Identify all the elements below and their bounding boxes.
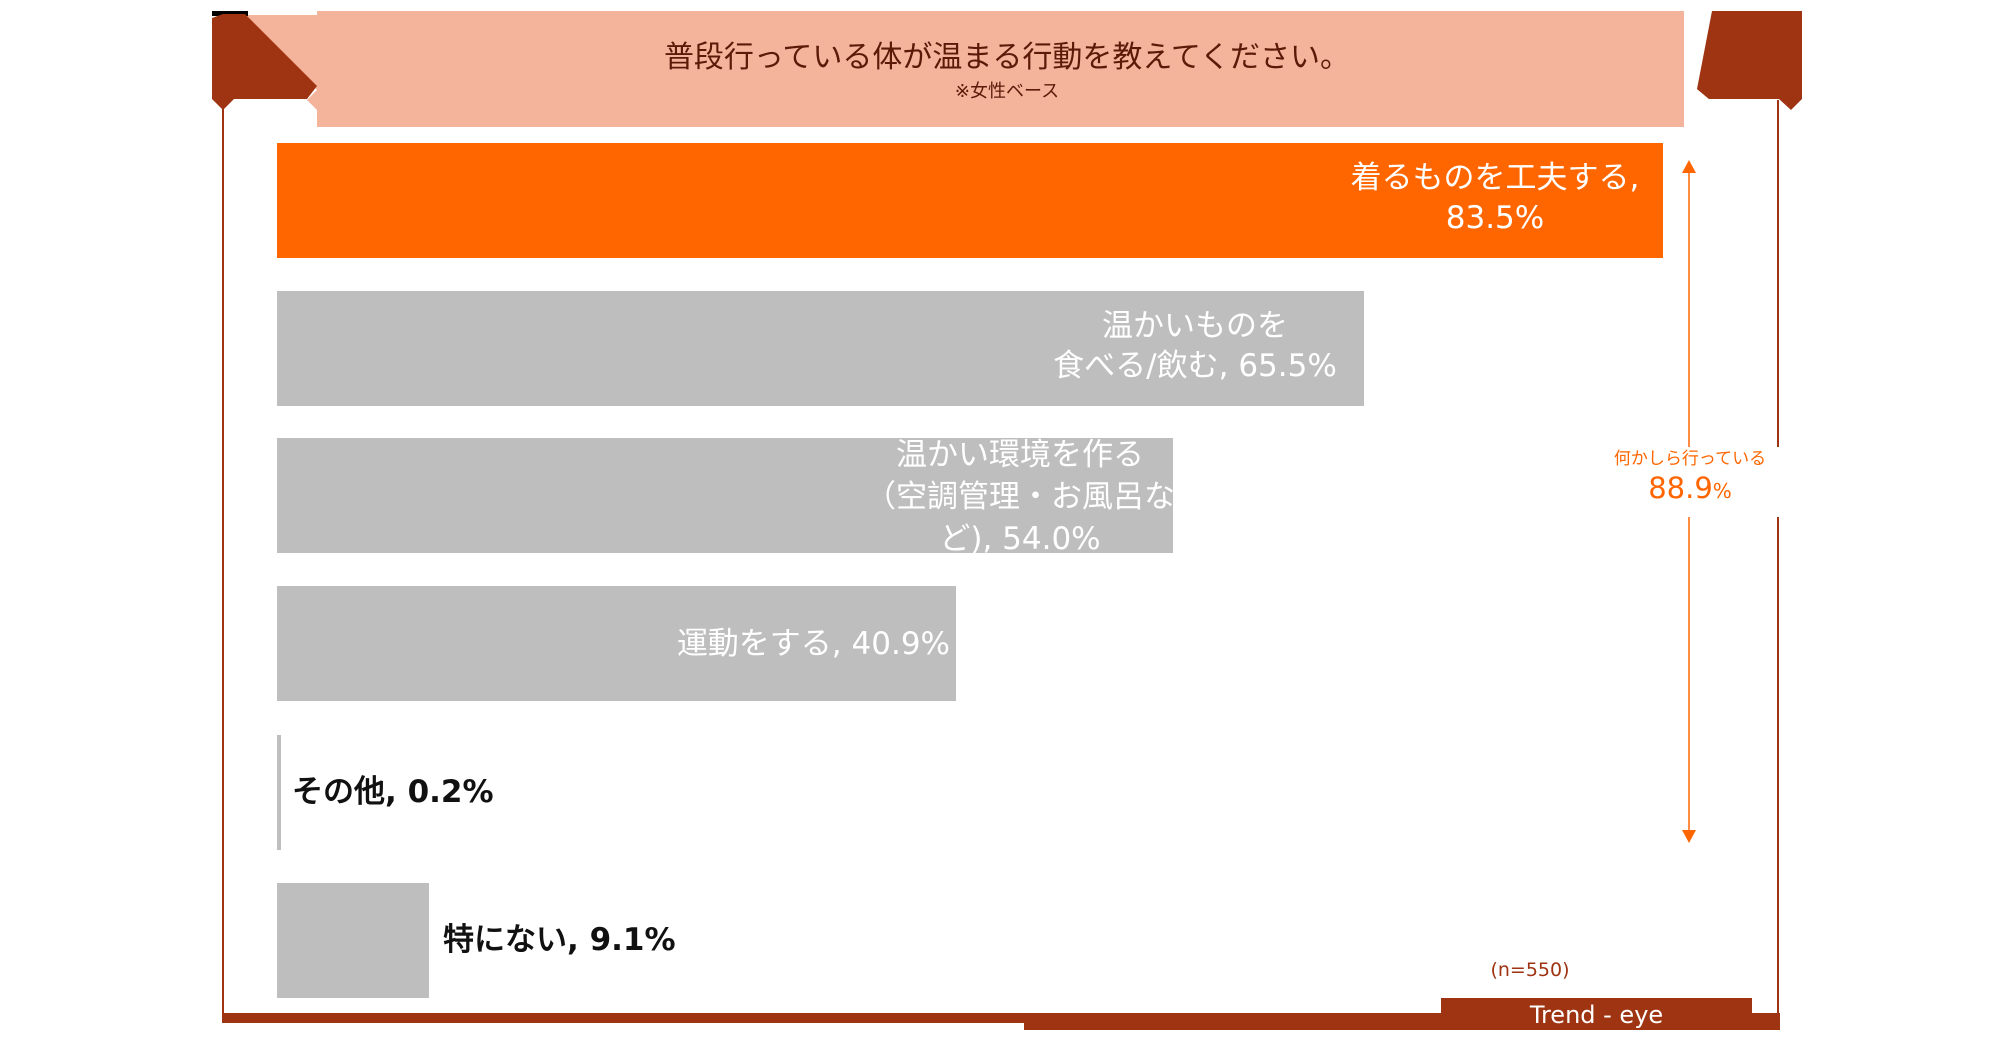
bar-label-line: 温かいものを	[1102, 308, 1288, 344]
sample-size: (n=550)	[1490, 959, 1570, 981]
bar-label-other: その他, 0.2%	[292, 774, 494, 810]
bar-label-warm-environment: 温かい環境を作る （空調管理・お風呂な ど), 54.0%	[860, 434, 1180, 560]
annotation-unit: %	[1712, 479, 1732, 503]
bar-warm-food	[277, 291, 1364, 406]
frame-right-border	[1777, 100, 1779, 1015]
brand-tab: Trend - eye	[1441, 998, 1752, 1030]
bar-other	[277, 735, 281, 850]
chart-title: 普段行っている体が温まる行動を教えてください。	[663, 40, 1351, 75]
annotation-any-action: 何かしら行っている 88.9%	[1600, 447, 1780, 517]
annotation-label: 何かしら行っている	[1613, 449, 1767, 469]
bar-label-warm-food: 温かいものを 食べる/飲む, 65.5%	[1030, 306, 1360, 386]
bar-label-line: 食べる/飲む, 65.5%	[1053, 348, 1337, 384]
title-band-shape	[212, 11, 1802, 127]
arrow-up-icon	[1682, 160, 1696, 173]
frame-left-border	[222, 100, 224, 1015]
frame-bottom-band	[222, 1013, 1024, 1023]
bar-label-line: 着るものを工夫する,	[1350, 160, 1640, 196]
bar-label-line: 83.5%	[1445, 200, 1545, 236]
arrow-down-icon	[1682, 830, 1696, 843]
bar-clothing	[277, 143, 1663, 258]
bar-warm-environment	[277, 438, 1173, 553]
bar-label-exercise: 運動をする, 40.9%	[676, 626, 950, 662]
title-band	[212, 11, 1802, 127]
bar-label-line: ど), 54.0%	[939, 521, 1101, 557]
bar-label-line: 温かい環境を作る	[896, 437, 1144, 473]
bar-exercise	[277, 586, 956, 701]
bar-label-line: （空調管理・お風呂な	[865, 479, 1175, 515]
annotation-value: 88.9	[1648, 471, 1713, 505]
chart-subtitle: ※女性ベース	[954, 81, 1060, 102]
bar-label-nothing: 特にない, 9.1%	[443, 922, 676, 958]
annotation-value-wrap: 88.9%	[1600, 471, 1780, 508]
bar-label-clothing: 着るものを工夫する, 83.5%	[1330, 158, 1660, 238]
bar-nothing	[277, 883, 429, 998]
